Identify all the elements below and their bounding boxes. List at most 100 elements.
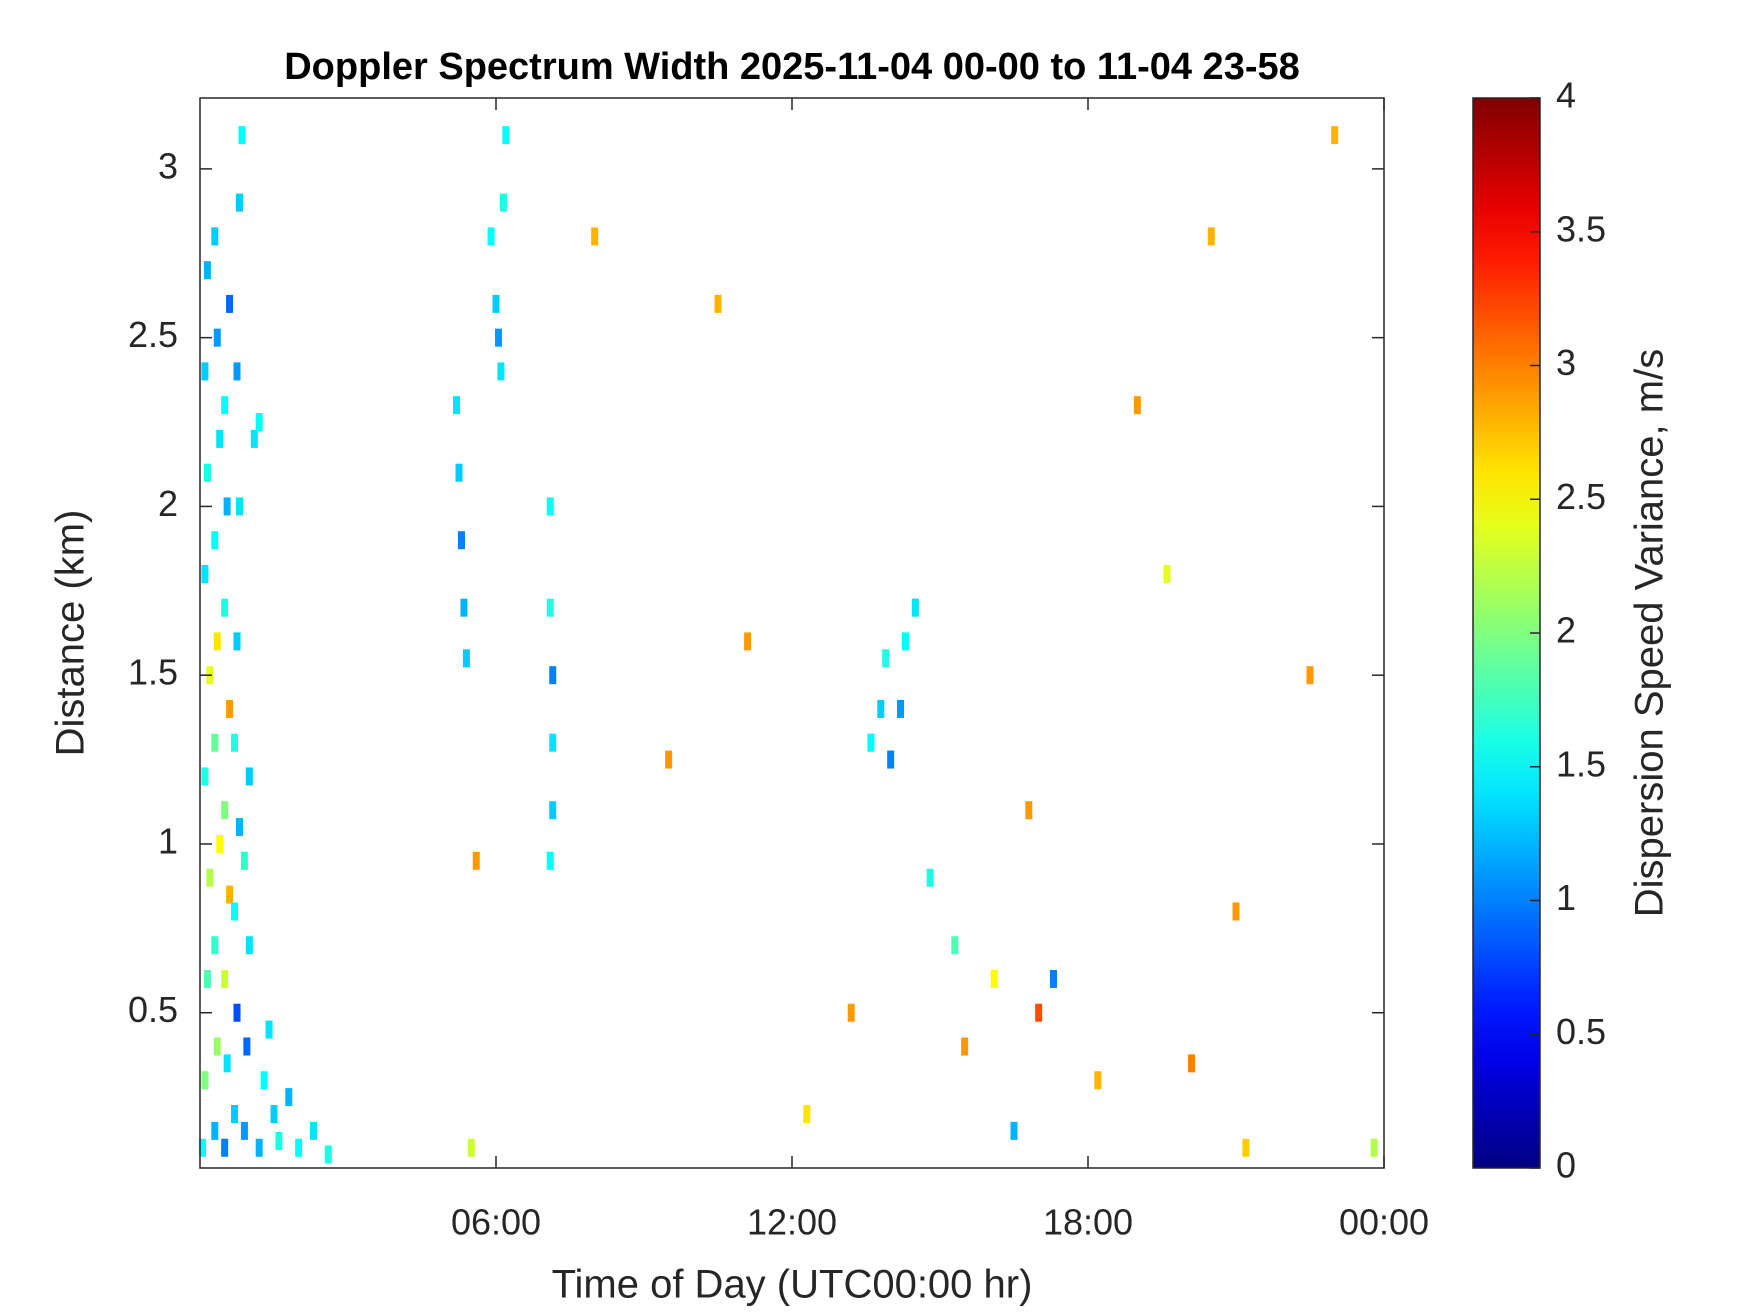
heat-cell — [235, 497, 243, 516]
heat-cell — [591, 227, 599, 246]
heat-cell — [1207, 227, 1215, 246]
heat-cell — [847, 1003, 855, 1022]
heat-cell — [487, 227, 495, 246]
heat-cell — [198, 1138, 206, 1157]
heat-cell — [472, 851, 480, 870]
heat-cell — [1163, 564, 1171, 583]
heat-cell — [492, 294, 500, 313]
heat-cell — [1133, 396, 1141, 415]
heat-cell — [887, 750, 895, 769]
heat-cell — [457, 531, 465, 550]
heat-cell — [867, 733, 875, 752]
heat-cell — [260, 1071, 268, 1090]
heat-cell — [221, 969, 229, 988]
heat-cell — [1242, 1138, 1250, 1157]
heat-cell — [462, 649, 470, 668]
y-tick-label: 1.5 — [128, 652, 178, 693]
heat-cell — [499, 193, 507, 212]
heat-cell — [1306, 666, 1314, 685]
heat-cell — [203, 463, 211, 482]
heat-cell — [238, 126, 246, 145]
heat-cell — [216, 429, 224, 448]
colorbar-tick-label: 0.5 — [1556, 1011, 1606, 1052]
heat-cell — [233, 362, 241, 381]
heat-cell — [961, 1037, 969, 1056]
chart-title: Doppler Spectrum Width 2025-11-04 00-00 … — [284, 46, 1300, 88]
y-axis-label: Distance (km) — [49, 510, 93, 757]
x-axis-label: Time of Day (UTC00:00 hr) — [552, 1263, 1033, 1307]
heat-cell — [275, 1131, 283, 1150]
heat-cell — [201, 362, 209, 381]
heat-cell — [255, 413, 263, 432]
heat-cell — [901, 632, 909, 651]
heat-cell — [226, 885, 234, 904]
colorbar-tick-label: 3.5 — [1556, 208, 1606, 249]
heat-cell — [714, 294, 722, 313]
colorbar-tick-label: 2.5 — [1556, 476, 1606, 517]
x-tick-label: 06:00 — [451, 1202, 541, 1243]
heat-cell — [951, 936, 959, 955]
heat-cell — [221, 1138, 229, 1157]
heat-cell — [1049, 969, 1057, 988]
heat-cell — [213, 1037, 221, 1056]
heat-cell — [1188, 1054, 1196, 1073]
colorbar-label: Dispersion Speed Variance, m/s — [1628, 349, 1672, 917]
colorbar-tick-label: 1 — [1556, 877, 1576, 918]
heat-cell — [203, 261, 211, 280]
heat-cell — [803, 1104, 811, 1123]
heat-cell — [231, 1104, 239, 1123]
heat-cell — [467, 1138, 475, 1157]
heat-cell — [240, 1121, 248, 1140]
heat-cell — [309, 1121, 317, 1140]
heat-cell — [744, 632, 752, 651]
heat-cell — [231, 733, 239, 752]
heat-cell — [245, 936, 253, 955]
heat-cell — [1035, 1003, 1043, 1022]
heat-cell — [494, 328, 502, 347]
x-tick-label: 12:00 — [747, 1202, 837, 1243]
heat-cell — [221, 598, 229, 617]
heat-cell — [206, 868, 214, 887]
y-tick-label: 1 — [158, 820, 178, 861]
heat-cell — [211, 1121, 219, 1140]
heat-cell — [877, 699, 885, 718]
heat-cell — [549, 801, 557, 820]
colorbar-tick-label: 0 — [1556, 1145, 1576, 1186]
heat-cell — [245, 767, 253, 786]
heat-cell — [211, 936, 219, 955]
heat-cell — [243, 1037, 251, 1056]
heat-cell — [233, 632, 241, 651]
heat-cell — [455, 463, 463, 482]
heat-cell — [990, 969, 998, 988]
heat-cell — [265, 1020, 273, 1039]
heat-cell — [1370, 1138, 1378, 1157]
heat-cell — [223, 1054, 231, 1073]
heat-cell — [285, 1088, 293, 1107]
heat-cell — [497, 362, 505, 381]
heat-cell — [502, 126, 510, 145]
heat-cell — [453, 396, 461, 415]
heat-cell — [1331, 126, 1339, 145]
heat-cell — [1094, 1071, 1102, 1090]
x-tick-label: 18:00 — [1043, 1202, 1133, 1243]
heat-cell — [546, 598, 554, 617]
heat-cell — [213, 632, 221, 651]
y-tick-label: 2.5 — [128, 314, 178, 355]
heat-cell — [201, 564, 209, 583]
heat-cell — [897, 699, 905, 718]
heat-cell — [270, 1104, 278, 1123]
heat-cell — [203, 969, 211, 988]
y-tick-label: 0.5 — [128, 989, 178, 1030]
heat-cell — [231, 902, 239, 921]
heat-cell — [226, 294, 234, 313]
heat-cell — [546, 497, 554, 516]
heat-cell — [324, 1145, 332, 1164]
colorbar-tick-label: 4 — [1556, 75, 1576, 116]
heat-cell — [213, 328, 221, 347]
heat-cell — [1025, 801, 1033, 820]
heat-cell — [295, 1138, 303, 1157]
heat-cell — [250, 429, 258, 448]
heat-cell — [1232, 902, 1240, 921]
